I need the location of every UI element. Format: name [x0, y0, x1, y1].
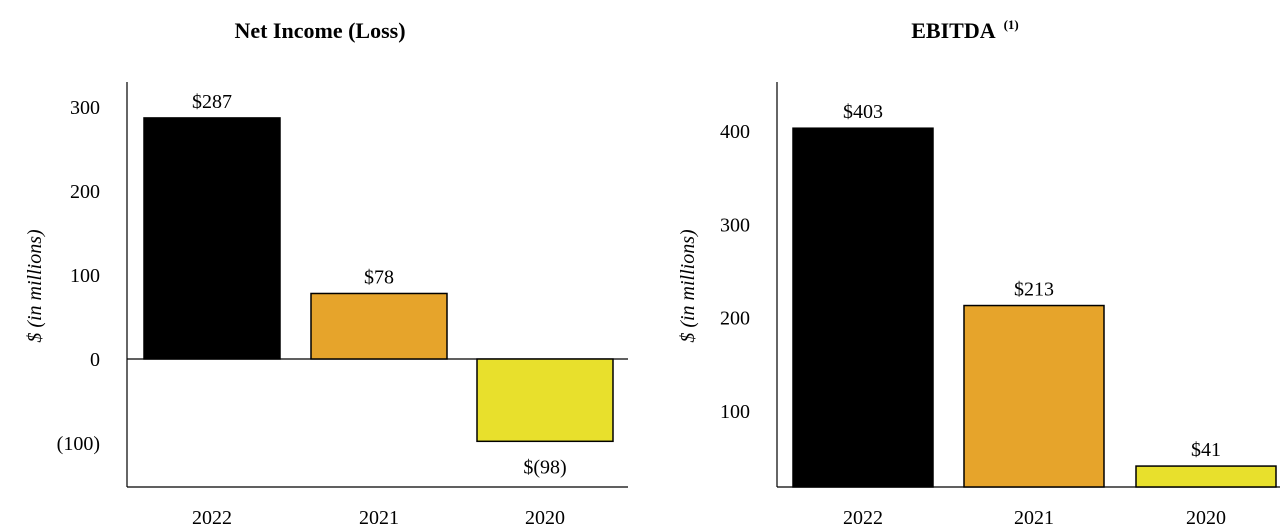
y-axis-label: $ (in millions)	[677, 229, 699, 343]
data-labels: $287 $78 $(98)	[192, 91, 567, 478]
bar-2021	[963, 304, 1105, 488]
chart-title: Net Income (Loss)	[234, 18, 405, 43]
y-tick-label: 0	[90, 349, 100, 371]
y-tick-label: 100	[70, 265, 100, 287]
x-tick-labels: 2022 2021 2020	[843, 507, 1226, 527]
bar-2020	[1135, 465, 1277, 488]
chart-title: EBITDA (1)	[911, 17, 1019, 43]
y-tick-label: 300	[720, 214, 750, 236]
chart-title-superscript: (1)	[1004, 17, 1019, 32]
x-tick-labels: 2022 2021 2020	[192, 507, 565, 527]
y-tick-labels: 300 200 100 0 (100)	[57, 97, 100, 455]
bar-2020	[476, 358, 614, 443]
x-tick-label: 2022	[192, 507, 232, 527]
net-income-chart: Net Income (Loss) $ (in millions) 300 200…	[24, 18, 628, 527]
y-axis-label: $ (in millions)	[24, 229, 46, 343]
ebitda-chart: EBITDA (1) $ (in millions) 400300200100 …	[677, 17, 1280, 527]
bar-2022	[792, 127, 934, 488]
data-label: $213	[1014, 279, 1054, 301]
data-label: $78	[364, 266, 394, 288]
x-tick-label: 2021	[359, 507, 399, 527]
data-labels: $403 $213 $41	[843, 101, 1221, 461]
data-label: $287	[192, 91, 232, 113]
y-tick-label: 100	[720, 401, 750, 423]
bar-2022	[143, 117, 281, 360]
bars	[792, 127, 1277, 488]
bars	[143, 117, 614, 443]
x-tick-label: 2022	[843, 507, 883, 527]
x-tick-label: 2020	[525, 507, 565, 527]
x-tick-label: 2021	[1014, 507, 1054, 527]
chart-title-text: EBITDA	[911, 18, 995, 43]
y-tick-label: 200	[70, 181, 100, 203]
y-tick-labels: 400 300 200 100	[720, 121, 750, 423]
y-tick-label: (100)	[57, 433, 100, 455]
y-tick-label: 300	[70, 97, 100, 119]
y-tick-label: 200	[720, 308, 750, 330]
x-tick-label: 2020	[1186, 507, 1226, 527]
data-label: $41	[1191, 439, 1221, 461]
y-tick-label: 400	[720, 121, 750, 143]
bar-2021	[310, 292, 448, 360]
data-label: $(98)	[523, 456, 566, 478]
data-label: $403	[843, 101, 883, 123]
